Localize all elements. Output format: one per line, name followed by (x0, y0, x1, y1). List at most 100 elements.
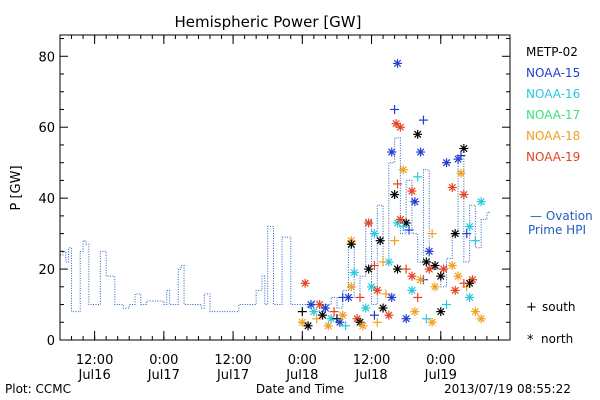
point-noaa-19-north (364, 218, 374, 228)
x-tick-date-label: Jul17 (216, 368, 249, 383)
legend-entry-noaa-17: NOAA-17 (526, 108, 580, 122)
point-noaa-18-north (476, 314, 486, 324)
point-noaa-15-south (390, 104, 400, 114)
plot-frame (59, 34, 511, 341)
point-metp-02-north (459, 143, 469, 153)
y-axis-ticks: 0 20 40 60 80 (38, 38, 510, 349)
point-noaa-15-north (410, 197, 420, 207)
point-noaa-18-south (390, 236, 400, 246)
north-marker-symbol: * (527, 333, 534, 348)
point-noaa-15-south (404, 225, 414, 235)
ovation-series-line (60, 137, 491, 313)
point-noaa-15-north (306, 300, 316, 310)
x-tick-date-label: Jul19 (424, 368, 457, 383)
point-noaa-18-north (427, 317, 437, 327)
x-tick-time-label: 0:00 (149, 353, 178, 368)
point-noaa-16-south (470, 236, 480, 246)
footer-timestamp: 2013/07/19 08:55:22 (444, 382, 571, 396)
legend-entry-metp-02: METP-02 (526, 45, 578, 59)
ovation-legend: — Ovation Prime HPI (528, 209, 593, 237)
point-noaa-18-north (447, 261, 457, 271)
point-noaa-19-north (384, 310, 394, 320)
chart-title: Hemispheric Power [GW] (175, 13, 362, 31)
point-noaa-18-north (456, 168, 466, 178)
y-axis-label: P [GW] (9, 165, 24, 210)
point-noaa-15-north (320, 303, 330, 313)
point-noaa-15-north (442, 158, 452, 168)
legend: METP-02 NOAA-15 NOAA-16 NOAA-17 NOAA-18 NOAA-… (526, 45, 580, 164)
point-noaa-18-north (430, 282, 440, 292)
point-noaa-16-south (341, 321, 351, 331)
point-noaa-19-north (450, 285, 460, 295)
point-noaa-16-north (465, 222, 475, 232)
point-noaa-16-north (361, 303, 371, 313)
y-tick-label: 40 (38, 192, 55, 207)
ovation-legend-label-2: Prime HPI (528, 223, 586, 237)
point-noaa-19-north (447, 183, 457, 192)
point-noaa-16-north (465, 292, 475, 302)
point-noaa-19-north (424, 264, 434, 274)
north-marker-label: north (541, 332, 573, 346)
point-metp-02-south (297, 307, 307, 317)
x-axis-ticks: 12:00Jul160:00Jul1712:00Jul170:00Jul1812… (59, 35, 511, 383)
point-noaa-18-north (346, 282, 356, 292)
point-noaa-15-north (401, 314, 411, 324)
point-noaa-18-north (338, 310, 348, 320)
x-tick-time-label: 0:00 (426, 353, 455, 368)
point-noaa-19-north (395, 122, 405, 132)
legend-entry-noaa-18: NOAA-18 (526, 129, 580, 143)
point-noaa-19-south (369, 261, 379, 271)
point-noaa-15-north (387, 147, 397, 157)
point-metp-02-north (450, 229, 460, 239)
point-noaa-16-south (413, 172, 423, 182)
point-noaa-19-south (413, 292, 423, 302)
point-noaa-19-north (407, 271, 417, 281)
point-noaa-15-north (393, 58, 402, 68)
point-noaa-18-north (453, 271, 463, 281)
x-tick-time-label: 12:00 (214, 353, 251, 368)
legend-entry-noaa-19: NOAA-19 (526, 150, 580, 164)
point-noaa-19-south (401, 264, 411, 274)
x-tick-date-label: Jul17 (147, 368, 180, 383)
point-metp-02-north (364, 264, 374, 274)
point-noaa-15-south (462, 229, 472, 239)
point-metp-02-north (393, 264, 402, 274)
x-tick-time-label: 12:00 (76, 353, 113, 368)
point-noaa-19-south (355, 292, 365, 302)
point-noaa-15-south (369, 310, 379, 320)
point-metp-02-north (375, 236, 385, 246)
y-tick-label: 60 (38, 121, 55, 136)
point-metp-02-north (436, 307, 446, 317)
point-noaa-18-north (398, 165, 408, 175)
point-noaa-16-north (309, 307, 319, 317)
point-noaa-15-north (343, 292, 353, 302)
point-noaa-16-north (369, 229, 379, 239)
point-metp-02-north (413, 129, 423, 139)
x-tick-time-label: 12:00 (353, 353, 390, 368)
x-tick-time-label: 0:00 (288, 353, 317, 368)
marker-legend: + south * north (526, 300, 576, 348)
x-axis-label: Date and Time (256, 382, 344, 396)
south-marker-symbol: + (526, 300, 537, 315)
y-tick-label: 0 (47, 334, 55, 349)
point-noaa-18-north (358, 321, 368, 331)
point-noaa-19-north (300, 278, 310, 288)
point-noaa-18-north (410, 307, 420, 317)
point-metp-02-north (318, 310, 327, 320)
point-metp-02-north (436, 271, 446, 281)
point-noaa-16-north (349, 268, 359, 278)
point-noaa-16-south (398, 222, 408, 232)
point-noaa-15-north (387, 292, 397, 302)
x-tick-date-label: Jul18 (285, 368, 318, 383)
point-noaa-19-north (439, 264, 449, 274)
legend-entry-noaa-16: NOAA-16 (526, 87, 580, 101)
point-noaa-15-north (416, 147, 426, 157)
satellite-points-layer (297, 58, 486, 331)
ovation-series-layer (60, 137, 491, 313)
point-noaa-16-south (442, 300, 452, 310)
point-metp-02-north (378, 303, 388, 313)
point-noaa-18-north (470, 307, 480, 317)
x-tick-date-label: Jul18 (354, 368, 387, 383)
point-noaa-19-south (393, 179, 402, 189)
